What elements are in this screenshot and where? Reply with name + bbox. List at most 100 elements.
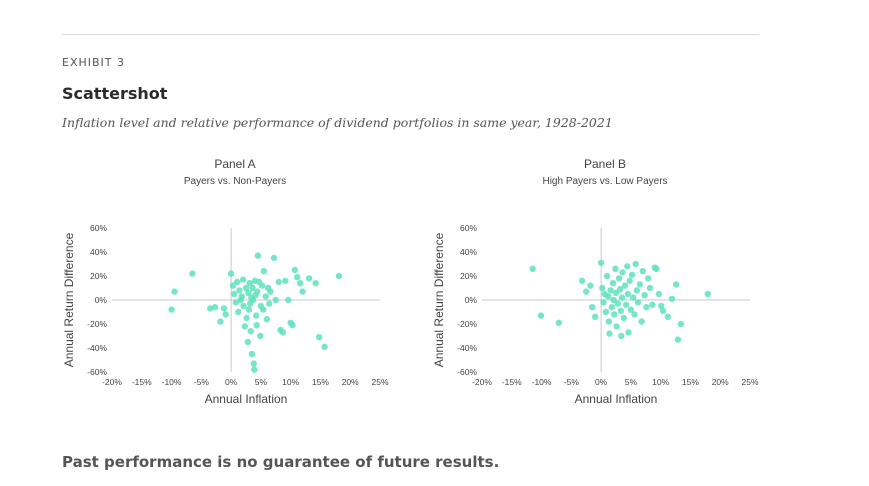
panel-b-data-point — [614, 300, 621, 307]
panel-b-title: Panel B — [584, 157, 626, 171]
panel-a-data-point — [321, 343, 328, 350]
panel-a-data-point — [227, 270, 235, 277]
panel-b-y-tick-label: -20% — [457, 319, 477, 329]
panel-a-data-point — [275, 278, 282, 286]
panel-a-data-point — [270, 254, 278, 262]
panel-b-data-point — [612, 289, 620, 296]
panel-a-data-point — [316, 334, 323, 341]
panel-b-data-point — [634, 299, 642, 306]
panel-a-data-point — [263, 316, 271, 323]
panel-a-data-point — [335, 272, 343, 280]
panel-b-data-point — [605, 293, 612, 300]
panel-a-data-point — [189, 270, 196, 277]
panel-a-data-point — [299, 288, 306, 295]
panel-b-data-point — [639, 268, 646, 275]
panel-b-data-point — [631, 311, 638, 318]
panel-b-data-point — [617, 307, 624, 314]
panel-b-data-point — [610, 296, 617, 304]
panel-b-x-tick-label: -10% — [532, 377, 552, 387]
exhibit-subtitle: Inflation level and relative performance… — [62, 115, 613, 130]
panel-a-data-point — [168, 306, 175, 313]
panel-a-x-tick-label: 0% — [225, 377, 238, 387]
exhibit-label: EXHIBIT 3 — [62, 56, 126, 69]
panel-b-subtitle: High Payers vs. Low Payers — [542, 176, 667, 187]
panel-a-y-tick-label: -40% — [87, 343, 107, 353]
panel-b-data-point — [578, 277, 586, 284]
panel-b-y-tick-label: 40% — [460, 247, 477, 257]
panel-a-data-point — [294, 274, 301, 281]
panel-a-data-point — [245, 289, 252, 296]
panel-b-data-point — [643, 304, 650, 311]
panel-a-x-tick-label: -20% — [102, 377, 122, 387]
panel-a-data-point — [291, 266, 299, 274]
panel-a-data-point — [238, 293, 246, 300]
panel-b-y-tick-label: 0% — [465, 295, 478, 305]
panel-b-data-point — [618, 332, 625, 340]
panel-b-data-point — [597, 259, 605, 266]
panel-a-x-tick-label: -15% — [132, 377, 152, 387]
exhibit-title: Scattershot — [62, 84, 168, 103]
panel-b-data-point — [605, 318, 613, 325]
panel-a-data-point — [254, 288, 261, 295]
panel-b-y-tick-label: -60% — [457, 367, 477, 377]
panel-a-x-tick-label: 25% — [371, 377, 388, 387]
panel-b-data-point — [600, 299, 607, 306]
panel-a-data-point — [249, 284, 256, 292]
panel-a-data-point — [217, 318, 224, 325]
panel-a-data-point — [254, 252, 262, 259]
panel-b-data-point — [608, 304, 616, 311]
panel-a-y-tick-label: 0% — [95, 295, 108, 305]
panel-b-data-point — [611, 311, 618, 318]
panel-a-data-point — [220, 305, 228, 312]
panel-b-data-point — [588, 304, 596, 311]
panel-a-data-point — [229, 282, 237, 289]
panel-b-data-point — [653, 265, 660, 272]
panel-a-x-tick-label: -5% — [194, 377, 210, 387]
panel-b-y-axis-label: Annual Return Difference — [432, 232, 446, 367]
panel-a-x-axis-label: Annual Inflation — [205, 392, 288, 406]
panel-a-data-point — [257, 332, 264, 340]
panel-b-data-point — [655, 290, 663, 298]
panel-b-chart: Panel B High Payers vs. Low Payers 60% 40% 2… — [425, 150, 785, 420]
panel-b-y-tick-label: 20% — [460, 271, 477, 281]
panel-a-data-point — [246, 280, 253, 287]
panel-a-data-point — [260, 306, 267, 313]
panel-a-data-point — [267, 288, 274, 295]
panel-b-data-point — [587, 282, 594, 289]
panel-b-data-point — [609, 280, 617, 287]
panel-a-x-tick-label: 15% — [312, 377, 329, 387]
panel-b-x-tick-label: -5% — [564, 377, 580, 387]
panel-b-data-point — [618, 294, 626, 301]
panel-b-data-point — [620, 314, 627, 322]
panel-b-x-axis-label: Annual Inflation — [575, 392, 658, 406]
panel-b-data-point — [583, 288, 590, 295]
panel-a-data-point — [312, 280, 319, 287]
panel-b-data-point — [659, 307, 667, 314]
panel-a-data-point — [249, 296, 257, 304]
panel-b-data-point — [664, 313, 672, 320]
panel-a-y-tick-label: 60% — [90, 223, 107, 233]
panel-a-data-point — [282, 277, 289, 284]
panel-a-title: Panel A — [214, 157, 255, 171]
panel-a-data-point — [233, 278, 241, 286]
panel-a-data-point — [240, 302, 247, 310]
panel-a-data-point — [244, 338, 251, 346]
panel-a-y-tick-label: 20% — [90, 271, 107, 281]
panel-b-data-point — [646, 284, 654, 292]
panel-a-data-point — [235, 308, 242, 316]
panel-a-data-point — [250, 360, 257, 367]
panel-b-data-point — [599, 284, 606, 292]
panel-b-y-tick-label: -40% — [457, 343, 477, 353]
panel-a-data-point — [296, 280, 304, 287]
panel-b-x-tick-label: -20% — [472, 377, 492, 387]
panel-b-y-tick-label: 60% — [460, 223, 477, 233]
panel-a-data-point — [232, 299, 240, 306]
panel-b-data-point — [658, 302, 665, 310]
panel-a-data-point — [222, 311, 229, 318]
panel-a-data-point — [236, 287, 243, 294]
panel-a-data-point — [285, 296, 292, 304]
panel-a-data-point — [230, 290, 238, 298]
panel-a-x-tick-label: 5% — [255, 377, 268, 387]
panel-b-data-point — [627, 306, 635, 313]
panel-a-data-point — [242, 284, 250, 292]
